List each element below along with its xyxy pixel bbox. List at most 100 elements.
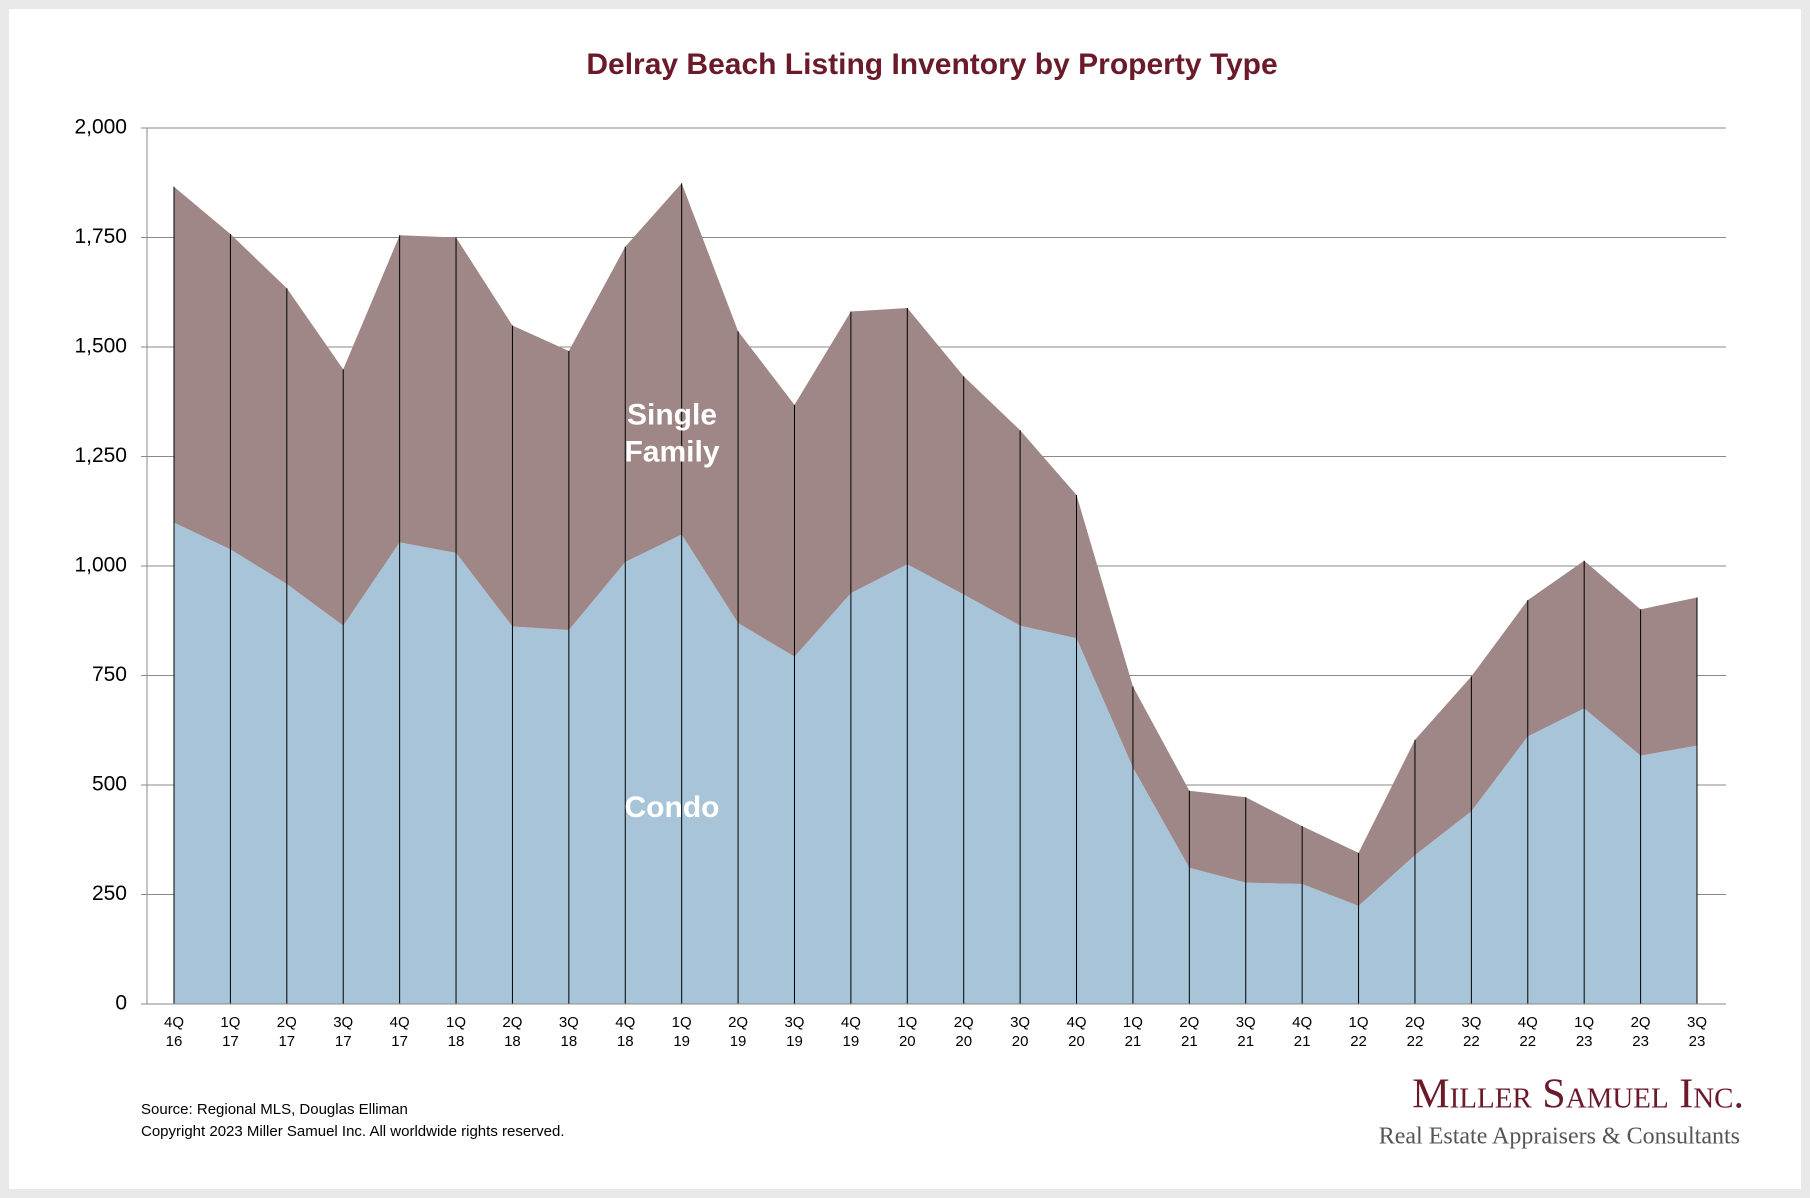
x-tick-label: 4Q 22: [1518, 1014, 1538, 1050]
x-tick-label: 1Q 19: [672, 1014, 692, 1050]
y-tick-label: 1,500: [74, 335, 127, 358]
x-tick-label-line: 21: [1181, 1033, 1198, 1050]
y-tick-label: 2,000: [74, 116, 127, 139]
x-tick-label-line: 22: [1519, 1033, 1536, 1050]
x-tick-label-line: 1Q: [672, 1014, 692, 1031]
x-tick-label: 3Q 22: [1461, 1014, 1481, 1050]
x-tick-label-line: 19: [786, 1033, 803, 1050]
x-tick-label-line: 18: [617, 1033, 634, 1050]
x-tick-label-line: 4Q: [615, 1014, 635, 1031]
x-tick-label: 1Q 20: [897, 1014, 917, 1050]
x-tick-label-line: 3Q: [784, 1014, 804, 1031]
area-label-line: Condo: [625, 791, 720, 824]
x-tick-label-line: 20: [899, 1033, 916, 1050]
x-tick-label-line: 3Q: [1687, 1014, 1707, 1031]
x-tick-label-line: 22: [1463, 1033, 1480, 1050]
area-label: Condo: [625, 791, 720, 824]
x-tick-label-line: 1Q: [1123, 1014, 1143, 1031]
y-tick-label: 500: [92, 773, 127, 796]
x-tick-label: 1Q 17: [220, 1014, 240, 1050]
x-tick-label-line: 4Q: [1518, 1014, 1538, 1031]
logo-tagline: Real Estate Appraisers & Consultants: [1379, 1124, 1740, 1150]
x-tick-label: 4Q 21: [1292, 1014, 1312, 1050]
x-tick-label-line: 2Q: [954, 1014, 974, 1031]
x-tick-label: 4Q 19: [841, 1014, 861, 1050]
x-tick-label: 2Q 23: [1631, 1014, 1651, 1050]
x-tick-label-line: 4Q: [1067, 1014, 1087, 1031]
area-label-line: Single: [627, 398, 717, 431]
x-tick-label-line: 21: [1294, 1033, 1311, 1050]
x-tick-label-line: 1Q: [446, 1014, 466, 1031]
area: [174, 183, 1697, 906]
area-label: Single Family: [624, 398, 719, 468]
area-label-line: Family: [624, 435, 719, 468]
y-tick-label: 1,750: [74, 225, 127, 248]
x-tick-label-line: 20: [1068, 1033, 1085, 1050]
x-tick-label: 3Q 18: [559, 1014, 579, 1050]
x-tick-label-line: 2Q: [728, 1014, 748, 1031]
copyright: Copyright 2023 Miller Samuel Inc. All wo…: [141, 1123, 565, 1140]
x-tick-label-line: 4Q: [390, 1014, 410, 1031]
x-tick-label: 3Q 21: [1236, 1014, 1256, 1050]
x-tick-label-line: 1Q: [1349, 1014, 1369, 1031]
x-tick-label: 2Q 21: [1179, 1014, 1199, 1050]
x-tick-label-line: 17: [391, 1033, 408, 1050]
x-tick-label-line: 2Q: [1405, 1014, 1425, 1031]
x-tick-label-line: 17: [222, 1033, 239, 1050]
x-tick-label: 4Q 20: [1067, 1014, 1087, 1050]
x-tick-label-line: 3Q: [1236, 1014, 1256, 1031]
x-tick-label-line: 18: [561, 1033, 578, 1050]
x-tick-label-line: 2Q: [502, 1014, 522, 1031]
x-tick-label-line: 2Q: [1631, 1014, 1651, 1031]
x-tick-label: 2Q 19: [728, 1014, 748, 1050]
x-tick-label-line: 22: [1407, 1033, 1424, 1050]
x-tick-label-line: 20: [1012, 1033, 1029, 1050]
x-tick-label: 2Q 17: [277, 1014, 297, 1050]
x-tick-label: 2Q 20: [954, 1014, 974, 1050]
x-tick-label-line: 2Q: [1179, 1014, 1199, 1031]
x-tick-label-line: 1Q: [897, 1014, 917, 1031]
y-tick-label: 1,000: [74, 554, 127, 577]
x-tick-label-line: 17: [278, 1033, 295, 1050]
x-tick-label: 4Q 16: [164, 1014, 184, 1050]
x-tick-label: 2Q 22: [1405, 1014, 1425, 1050]
x-tick-label-line: 1Q: [1574, 1014, 1594, 1031]
x-tick-label-line: 19: [843, 1033, 860, 1050]
x-tick-label: 3Q 23: [1687, 1014, 1707, 1050]
x-tick-label-line: 4Q: [164, 1014, 184, 1031]
x-tick-label: 2Q 18: [502, 1014, 522, 1050]
x-tick-label-line: 4Q: [1292, 1014, 1312, 1031]
y-tick-label: 250: [92, 882, 127, 905]
x-tick-label-line: 23: [1632, 1033, 1649, 1050]
x-tick-label: 1Q 23: [1574, 1014, 1594, 1050]
x-tick-label-line: 3Q: [1461, 1014, 1481, 1031]
x-tick-label-line: 18: [448, 1033, 465, 1050]
x-tick-label: 3Q 20: [1010, 1014, 1030, 1050]
x-tick-label-line: 21: [1237, 1033, 1254, 1050]
area: [174, 522, 1697, 1004]
y-tick-label: 750: [92, 663, 127, 686]
x-tick-label-line: 23: [1689, 1033, 1706, 1050]
x-tick-label-line: 16: [166, 1033, 183, 1050]
x-tick-label: 1Q 22: [1349, 1014, 1369, 1050]
x-tick-label: 1Q 18: [446, 1014, 466, 1050]
x-tick-label-line: 19: [730, 1033, 747, 1050]
x-tick-label: 1Q 21: [1123, 1014, 1143, 1050]
x-tick-label-line: 22: [1350, 1033, 1367, 1050]
x-tick-label: 4Q 17: [390, 1014, 410, 1050]
x-tick-label-line: 3Q: [333, 1014, 353, 1031]
chart-title: Delray Beach Listing Inventory by Proper…: [586, 48, 1277, 81]
x-tick-label-line: 18: [504, 1033, 521, 1050]
x-tick-label-line: 23: [1576, 1033, 1593, 1050]
x-tick-label-line: 2Q: [277, 1014, 297, 1031]
x-tick-label-line: 19: [673, 1033, 690, 1050]
x-tick-label: 3Q 19: [784, 1014, 804, 1050]
y-tick-label: 1,250: [74, 444, 127, 467]
x-tick-label: 3Q 17: [333, 1014, 353, 1050]
logo-name: Miller Samuel Inc.: [1412, 1072, 1744, 1118]
x-tick-label-line: 3Q: [1010, 1014, 1030, 1031]
x-tick-label-line: 4Q: [841, 1014, 861, 1031]
x-tick-label-line: 21: [1125, 1033, 1142, 1050]
x-tick-label: 4Q 18: [615, 1014, 635, 1050]
